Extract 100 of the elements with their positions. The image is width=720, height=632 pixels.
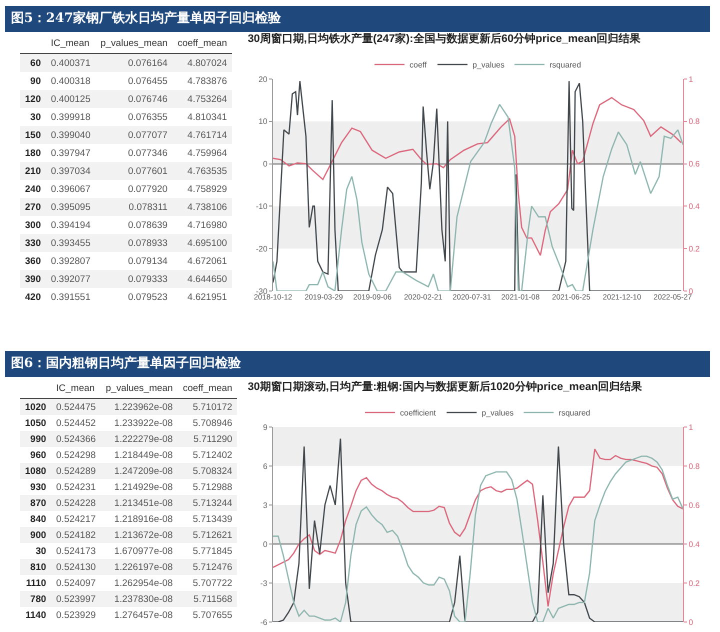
data-label: 4.753264 [172, 90, 232, 108]
y2-tick-label: 0.4 [688, 540, 700, 549]
data-label: 0.524231 [55, 480, 97, 494]
y2-tick-label: 0.6 [688, 500, 700, 510]
y-tick-label: 60 [20, 54, 46, 72]
x-tick-label: IC_mean [46, 33, 96, 54]
data-label: 5.708324 [178, 463, 238, 479]
data-label: 1.237830e-08 [100, 591, 178, 607]
data-label: 0.400318 [50, 74, 92, 88]
y-tick-label: 20 [258, 74, 268, 84]
y-tick-label: -6 [260, 618, 268, 627]
data-label: 5.707722 [192, 576, 234, 590]
x-tick-label: coeff_mean [178, 378, 238, 398]
data-label: 0.524130 [51, 559, 101, 575]
data-label: 4.759964 [186, 146, 228, 160]
data-label: 5.713439 [192, 512, 234, 526]
y-tick-label: 360 [24, 254, 42, 268]
legend-label: p_values [472, 60, 505, 70]
y-tick-label: 180 [24, 146, 42, 160]
data-label: 5.710172 [178, 398, 238, 415]
data-label: 0.079523 [126, 290, 169, 304]
data-label: 0.078311 [95, 198, 173, 216]
data-label: 0.077346 [126, 146, 169, 160]
data-label: 5.712988 [192, 480, 234, 494]
y-tick-label: 240 [24, 182, 42, 196]
data-label: 0.078639 [126, 218, 169, 232]
data-label: 4.810341 [186, 110, 228, 124]
y2-tick-label: 0.2 [688, 578, 700, 588]
data-label: 1.276457e-08 [113, 608, 174, 622]
data-label: 0.524475 [51, 398, 101, 415]
y-tick-label: 840 [29, 512, 48, 526]
data-label: 1.262954e-08 [113, 576, 174, 590]
data-label: 0.391551 [50, 290, 92, 304]
y2-tick-label: 0.8 [688, 462, 700, 471]
y-tick-label: 1080 [20, 463, 52, 479]
data-label: 4.783876 [186, 74, 228, 88]
y-tick-label: 990 [20, 431, 52, 447]
data-label: 5.711290 [178, 431, 238, 447]
data-label: 1.222279e-08 [100, 431, 178, 447]
data-label: 1.218449e-08 [113, 448, 174, 462]
data-label: 0.523929 [55, 608, 97, 622]
data-label: 0.524217 [55, 512, 97, 526]
data-label: 5.712476 [178, 559, 238, 575]
y-tick-label: 0 [262, 160, 268, 169]
data-label: 0.400371 [46, 54, 96, 72]
data-label: 0.394194 [50, 218, 92, 232]
data-label: 0.076164 [95, 54, 173, 72]
data-label: 4.695100 [172, 234, 232, 252]
data-label: 1.247209e-08 [100, 463, 178, 479]
data-label: 0.524097 [55, 576, 97, 590]
y-tick-label: 900 [20, 527, 52, 543]
y-tick-label: -3 [260, 578, 268, 588]
chart-title: 图5：247家钢厂铁水日均产量单因子回归检验 [5, 6, 710, 32]
y-tick-label: 1050 [24, 416, 48, 430]
y2-tick-label: 0.6 [688, 160, 700, 169]
y-tick-label: 120 [20, 90, 46, 108]
data-label: 0.400125 [46, 90, 96, 108]
legend-label: coefficient [400, 408, 437, 418]
data-label: 0.524298 [55, 448, 97, 462]
data-label: 5.712402 [192, 448, 234, 462]
y-tick-label: 10 [258, 117, 268, 126]
data-label: 0.524182 [51, 527, 101, 543]
data-label: 1.226197e-08 [100, 559, 178, 575]
legend-label: rsquared [558, 408, 590, 418]
data-label: 0.079333 [95, 270, 173, 288]
data-label: 0.077601 [95, 162, 173, 180]
data-label: 0.524366 [51, 431, 101, 447]
y-tick-label: 420 [24, 290, 42, 304]
y-tick-label: 1020 [20, 398, 52, 415]
data-label: 4.738106 [172, 198, 232, 216]
data-label: 0.399918 [50, 110, 92, 124]
legend-label: rsquared [550, 60, 582, 70]
data-label: 0.524452 [55, 416, 97, 430]
y-tick-label: 150 [20, 126, 46, 144]
data-label: 5.771845 [192, 544, 234, 558]
data-label: 0.079134 [126, 254, 169, 268]
data-label: 4.807024 [172, 54, 232, 72]
x-tick-label: p_values_mean [95, 33, 173, 54]
data-label: 4.758929 [186, 182, 228, 196]
y-tick-label: -10 [256, 202, 268, 211]
data-label: 1.213672e-08 [100, 527, 178, 543]
data-label: 4.672061 [186, 254, 228, 268]
data-label: 1.213451e-08 [100, 495, 178, 511]
y-tick-label: 90 [29, 74, 42, 88]
y-tick-label: 870 [20, 495, 52, 511]
y2-tick-label: 0.4 [688, 202, 700, 211]
data-label: 1.670977e-08 [113, 544, 174, 558]
line-series [273, 97, 682, 256]
data-label: 0.524173 [55, 544, 97, 558]
y-tick-label: 0 [262, 540, 268, 549]
y-tick-label: 780 [20, 591, 52, 607]
data-label: 4.716980 [186, 218, 228, 232]
chart-title: 图6：国内粗钢日均产量单因子回归检验 [5, 351, 710, 377]
data-label: 5.712621 [178, 527, 238, 543]
y-tick-label: 810 [20, 559, 52, 575]
x-tick-label: coeff_mean [172, 33, 232, 54]
legend-label: coeff [410, 60, 428, 70]
data-label: 4.621951 [186, 290, 228, 304]
data-label: 0.078933 [95, 234, 173, 252]
y-tick-label: 210 [20, 162, 46, 180]
